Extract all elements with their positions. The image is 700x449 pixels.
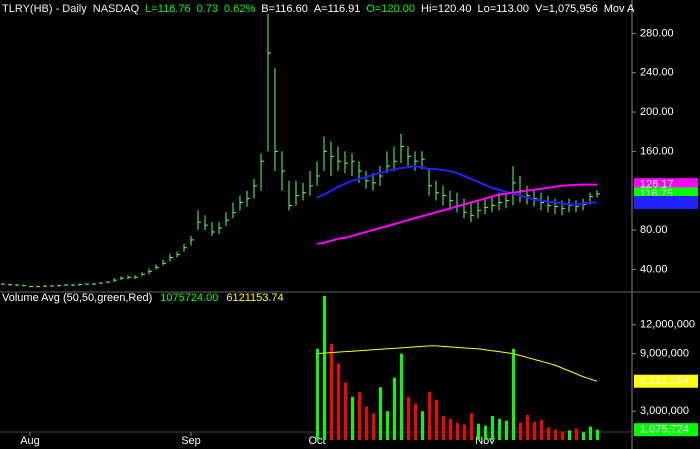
volume-bar [561, 431, 564, 440]
y-tick-label: 80.00 [640, 224, 668, 236]
last-value-badge [634, 196, 698, 210]
volume-bar [372, 413, 375, 440]
y-tick-label: 12,000,000 [640, 319, 695, 331]
last-value-badge [634, 374, 698, 388]
volume-bar [512, 348, 515, 440]
volume-bar [526, 415, 529, 440]
header-field: NASDAQ [93, 3, 140, 15]
header-field: O=120.00 [366, 3, 415, 15]
x-tick-label: Sep [181, 435, 201, 447]
header-field: Mov A [604, 3, 635, 15]
legend-value: 6121153.74 [226, 292, 283, 304]
volume-bar [554, 429, 557, 440]
last-value-label: 6,121,154 [640, 375, 689, 387]
volume-bar [337, 363, 340, 440]
volume-bar [358, 392, 361, 440]
header-field: TLRY(HB) - Daily [2, 3, 87, 15]
y-tick-label: 9,000,000 [640, 348, 689, 360]
x-tick-label: Nov [475, 435, 495, 447]
moving-average [316, 183, 597, 245]
last-value-badge [634, 423, 698, 437]
header-field: Lo=113.00 [478, 3, 530, 15]
volume-bar [582, 432, 585, 440]
volume-bar [393, 377, 396, 440]
header-field: B=116.60 [261, 3, 308, 15]
y-tick-label: 160.00 [640, 145, 674, 157]
header-field: A=116.91 [314, 3, 361, 15]
volume-bar [456, 422, 459, 440]
volume-bar [463, 424, 466, 440]
volume-bar [407, 396, 410, 440]
y-tick-label: 200.00 [640, 106, 674, 118]
volume-bar [470, 413, 473, 440]
panel-header: Volume Avg (50,50,green,Red) 1075724.00 61… [2, 292, 284, 304]
volume-bar [379, 387, 382, 440]
last-value-label: 1,075,724 [640, 424, 689, 436]
moving-average [316, 165, 597, 206]
header-field: V=1,075,956 [535, 3, 598, 15]
volume-bar [421, 411, 424, 440]
volume-bar [442, 416, 445, 440]
volume-bar [386, 411, 389, 440]
x-tick-label: Oct [308, 435, 325, 447]
header-field: 0.73 [197, 3, 218, 15]
volume-bar [589, 426, 592, 440]
header-field: Hi=120.40 [421, 3, 471, 15]
volume-bar [596, 429, 599, 440]
panel-header: TLRY(HB) - Daily NASDAQ L=116.76 0.73 0.62% B… [2, 3, 635, 15]
volume-bar [491, 416, 494, 440]
y-tick-label: 3,000,000 [640, 405, 689, 417]
volume-bar [519, 422, 522, 440]
volume-bar [428, 392, 431, 440]
volume-bar [344, 382, 347, 440]
volume-bar [540, 419, 543, 440]
volume-bar [316, 348, 319, 440]
volume-bar [568, 430, 571, 440]
volume-bar [323, 296, 326, 440]
header-field: 0.62% [224, 3, 255, 15]
volume-bar [484, 425, 487, 440]
header-field: L=116.76 [145, 3, 190, 15]
volume-average [316, 345, 598, 382]
volume-bar [351, 396, 354, 440]
volume-bar [414, 403, 417, 440]
x-tick-label: Aug [20, 435, 40, 447]
volume-bar [365, 406, 368, 440]
volume-bar [547, 427, 550, 440]
volume-bar [449, 418, 452, 440]
y-tick-label: 240.00 [640, 67, 674, 79]
volume-bar [435, 399, 438, 440]
volume-bar [575, 428, 578, 440]
volume-bar [400, 353, 403, 440]
y-tick-label: 280.00 [640, 27, 674, 39]
volume-bar [505, 420, 508, 440]
header-field: Volume Avg (50,50,green,Red) [2, 292, 152, 304]
volume-bar [498, 418, 501, 440]
volume-bar [533, 421, 536, 440]
legend-value: 1075724.00 [160, 292, 218, 304]
y-tick-label: 40.00 [640, 263, 668, 275]
volume-bar [477, 423, 480, 440]
volume-bar [330, 344, 333, 440]
